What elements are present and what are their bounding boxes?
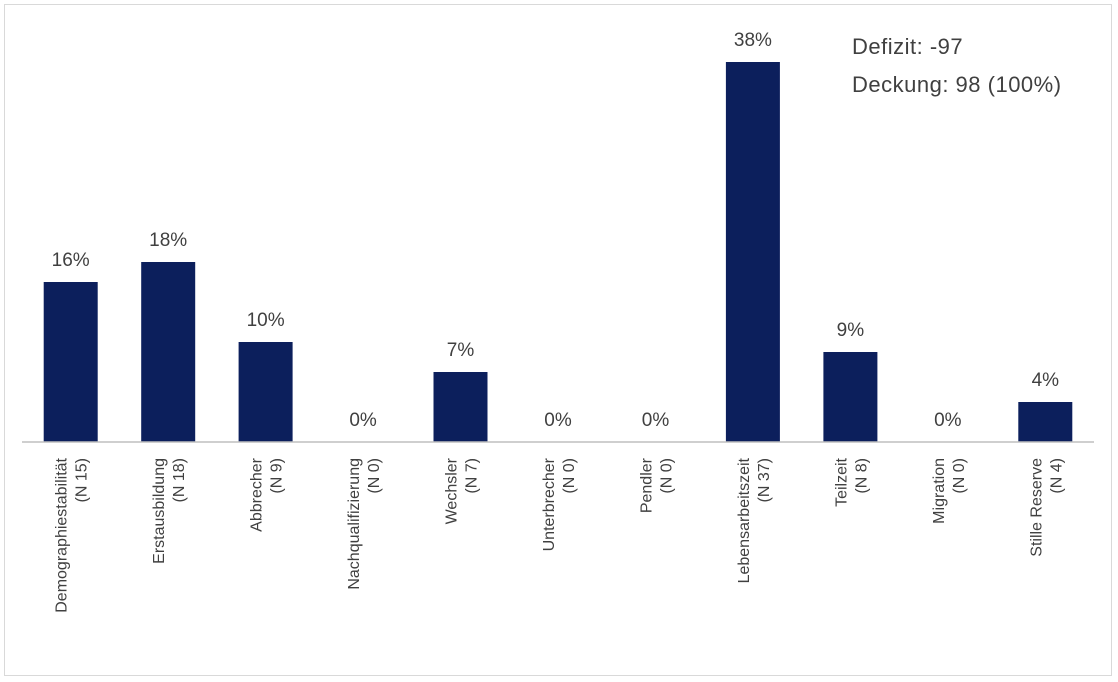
category-label-7: Lebensarbeitszeit (N 37) <box>736 457 773 583</box>
bar-0 <box>43 282 98 442</box>
category-label-5: Unterbrecher (N 0) <box>541 457 578 551</box>
bar-7 <box>725 62 780 442</box>
category-label-3: Nachqualifizierung (N 0) <box>346 458 383 590</box>
data-label-7: 38% <box>734 30 772 51</box>
category-label-line: (N 0) <box>366 458 383 494</box>
bar-1 <box>141 262 196 442</box>
category-label-line: Demographiestabilität <box>54 457 71 612</box>
data-label-1: 18% <box>149 230 187 251</box>
category-label-line: Pendler <box>639 457 656 513</box>
category-label-line: (N 4) <box>1048 458 1065 494</box>
bar-10 <box>1018 402 1073 442</box>
bar-4 <box>433 372 488 442</box>
data-label-5: 0% <box>544 410 572 431</box>
category-label-line: Erstausbildung <box>151 458 168 564</box>
category-label-line: (N 0) <box>561 458 578 494</box>
category-label-line: Nachqualifizierung <box>346 458 363 590</box>
category-label-line: Lebensarbeitszeit <box>736 457 753 583</box>
category-label-8: Teilzeit (N 8) <box>833 457 870 506</box>
deckung-annotation: Deckung: 98 (100%) <box>852 72 1062 97</box>
category-label-line: (N 7) <box>464 458 481 494</box>
category-label-line: Migration <box>931 458 948 524</box>
category-label-line: Stille Reserve <box>1028 458 1045 557</box>
data-label-2: 10% <box>247 310 285 331</box>
category-label-9: Migration (N 0) <box>931 458 968 524</box>
category-label-line: (N 9) <box>269 458 286 494</box>
bar-8 <box>823 352 878 442</box>
data-label-4: 7% <box>447 340 475 361</box>
data-label-10: 4% <box>1032 370 1060 391</box>
category-label-line: (N 37) <box>756 458 773 502</box>
category-label-4: Wechsler (N 7) <box>444 457 481 524</box>
category-label-10: Stille Reserve (N 4) <box>1028 458 1065 557</box>
bar-2 <box>238 342 293 442</box>
data-label-6: 0% <box>642 410 670 431</box>
category-label-1: Erstausbildung (N 18) <box>151 458 188 564</box>
data-label-3: 0% <box>349 410 377 431</box>
category-label-line: (N 15) <box>74 458 91 502</box>
data-label-0: 16% <box>52 250 90 271</box>
category-label-line: (N 18) <box>171 458 188 502</box>
category-label-line: Unterbrecher <box>541 457 558 551</box>
category-label-line: (N 0) <box>951 458 968 494</box>
category-label-line: Wechsler <box>444 457 461 524</box>
category-label-2: Abbrecher (N 9) <box>249 457 286 531</box>
data-label-9: 0% <box>934 410 962 431</box>
category-label-line: Teilzeit <box>833 457 850 506</box>
defizit-annotation: Defizit: -97 <box>852 34 964 59</box>
category-label-line: (N 0) <box>659 458 676 494</box>
category-label-line: (N 8) <box>853 458 870 494</box>
category-label-6: Pendler (N 0) <box>639 457 676 513</box>
data-label-8: 9% <box>837 320 865 341</box>
category-label-0: Demographiestabilität (N 15) <box>54 457 91 612</box>
category-label-line: Abbrecher <box>249 457 266 531</box>
